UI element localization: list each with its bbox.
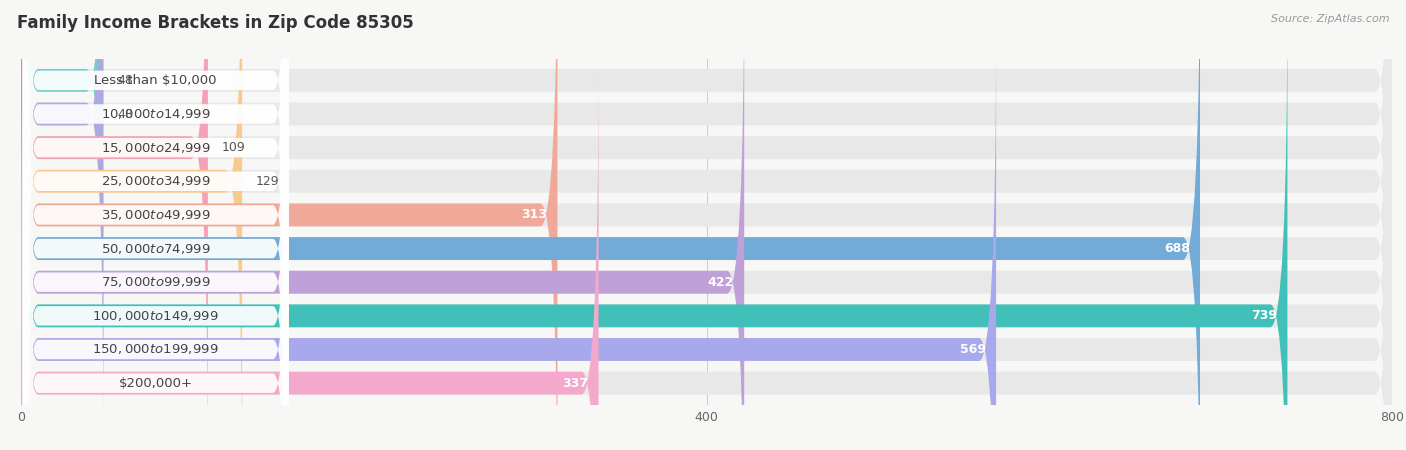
Text: 48: 48 — [117, 74, 134, 87]
FancyBboxPatch shape — [21, 0, 1201, 450]
Text: $75,000 to $99,999: $75,000 to $99,999 — [101, 275, 211, 289]
FancyBboxPatch shape — [22, 0, 288, 450]
FancyBboxPatch shape — [22, 0, 288, 374]
FancyBboxPatch shape — [21, 0, 104, 439]
FancyBboxPatch shape — [21, 0, 557, 450]
FancyBboxPatch shape — [21, 24, 995, 450]
FancyBboxPatch shape — [22, 0, 288, 407]
Text: 337: 337 — [562, 377, 588, 390]
FancyBboxPatch shape — [21, 0, 1392, 405]
Text: Source: ZipAtlas.com: Source: ZipAtlas.com — [1271, 14, 1389, 23]
Text: $100,000 to $149,999: $100,000 to $149,999 — [93, 309, 219, 323]
FancyBboxPatch shape — [22, 0, 288, 450]
Text: $150,000 to $199,999: $150,000 to $199,999 — [93, 342, 219, 356]
FancyBboxPatch shape — [21, 0, 1392, 450]
FancyBboxPatch shape — [21, 0, 104, 405]
FancyBboxPatch shape — [21, 58, 1392, 450]
FancyBboxPatch shape — [21, 0, 208, 450]
Text: $35,000 to $49,999: $35,000 to $49,999 — [101, 208, 211, 222]
Text: 569: 569 — [960, 343, 986, 356]
FancyBboxPatch shape — [22, 0, 288, 441]
Text: 109: 109 — [222, 141, 245, 154]
FancyBboxPatch shape — [21, 0, 1392, 450]
FancyBboxPatch shape — [21, 0, 242, 450]
FancyBboxPatch shape — [21, 0, 1392, 450]
Text: 422: 422 — [707, 276, 734, 289]
FancyBboxPatch shape — [21, 0, 1392, 439]
FancyBboxPatch shape — [21, 0, 1392, 450]
Text: 129: 129 — [256, 175, 280, 188]
FancyBboxPatch shape — [22, 56, 288, 450]
Text: Family Income Brackets in Zip Code 85305: Family Income Brackets in Zip Code 85305 — [17, 14, 413, 32]
FancyBboxPatch shape — [21, 24, 1392, 450]
Text: 688: 688 — [1164, 242, 1189, 255]
Text: $200,000+: $200,000+ — [118, 377, 193, 390]
Text: $15,000 to $24,999: $15,000 to $24,999 — [101, 141, 211, 155]
FancyBboxPatch shape — [21, 0, 1392, 450]
Text: 313: 313 — [522, 208, 547, 221]
Text: $10,000 to $14,999: $10,000 to $14,999 — [101, 107, 211, 121]
FancyBboxPatch shape — [22, 90, 288, 450]
Text: $50,000 to $74,999: $50,000 to $74,999 — [101, 242, 211, 256]
FancyBboxPatch shape — [22, 23, 288, 450]
FancyBboxPatch shape — [21, 0, 1392, 450]
FancyBboxPatch shape — [21, 58, 599, 450]
FancyBboxPatch shape — [21, 0, 1288, 450]
FancyBboxPatch shape — [22, 0, 288, 450]
Text: 739: 739 — [1251, 309, 1277, 322]
Text: $25,000 to $34,999: $25,000 to $34,999 — [101, 174, 211, 188]
FancyBboxPatch shape — [22, 0, 288, 450]
FancyBboxPatch shape — [21, 0, 744, 450]
Text: 48: 48 — [117, 108, 134, 121]
Text: Less than $10,000: Less than $10,000 — [94, 74, 217, 87]
